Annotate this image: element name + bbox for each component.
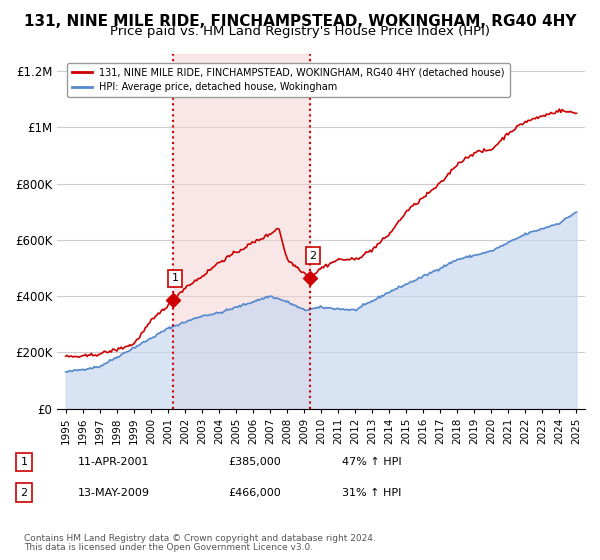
Text: This data is licensed under the Open Government Licence v3.0.: This data is licensed under the Open Gov… bbox=[24, 543, 313, 552]
Text: 131, NINE MILE RIDE, FINCHAMPSTEAD, WOKINGHAM, RG40 4HY: 131, NINE MILE RIDE, FINCHAMPSTEAD, WOKI… bbox=[24, 14, 576, 29]
Legend: 131, NINE MILE RIDE, FINCHAMPSTEAD, WOKINGHAM, RG40 4HY (detached house), HPI: A: 131, NINE MILE RIDE, FINCHAMPSTEAD, WOKI… bbox=[67, 63, 510, 97]
Text: 2: 2 bbox=[310, 251, 317, 261]
Text: 1: 1 bbox=[172, 273, 179, 283]
Text: 13-MAY-2009: 13-MAY-2009 bbox=[78, 488, 150, 498]
Text: £466,000: £466,000 bbox=[228, 488, 281, 498]
Text: 1: 1 bbox=[20, 457, 28, 467]
Text: £385,000: £385,000 bbox=[228, 457, 281, 467]
Bar bbox=[173, 54, 310, 409]
Text: 2: 2 bbox=[20, 488, 28, 498]
Text: 31% ↑ HPI: 31% ↑ HPI bbox=[342, 488, 401, 498]
Text: Price paid vs. HM Land Registry's House Price Index (HPI): Price paid vs. HM Land Registry's House … bbox=[110, 25, 490, 38]
Text: 47% ↑ HPI: 47% ↑ HPI bbox=[342, 457, 401, 467]
Text: Contains HM Land Registry data © Crown copyright and database right 2024.: Contains HM Land Registry data © Crown c… bbox=[24, 534, 376, 543]
Text: 11-APR-2001: 11-APR-2001 bbox=[78, 457, 149, 467]
